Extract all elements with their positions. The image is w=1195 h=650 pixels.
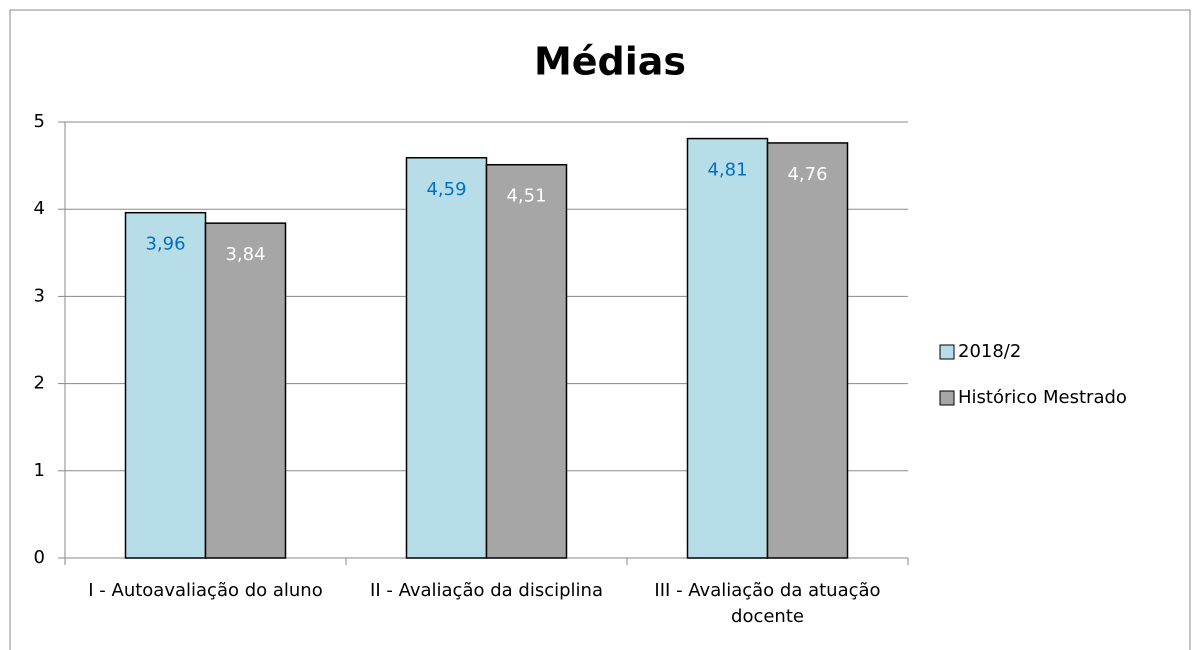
chart-title: Médias <box>534 40 686 84</box>
bar <box>766 142 849 559</box>
legend-label: Histórico Mestrado <box>958 387 1127 408</box>
y-tick-label: 2 <box>34 373 45 394</box>
y-tick-label: 5 <box>34 111 45 132</box>
bar <box>485 163 568 559</box>
chart-frame <box>9 9 1191 650</box>
bar <box>124 211 207 559</box>
bar <box>686 137 769 559</box>
y-tick-label: 4 <box>34 198 45 219</box>
legend-label: 2018/2 <box>958 341 1021 362</box>
legend-swatch <box>939 344 955 360</box>
legend-swatch <box>939 390 955 406</box>
x-tick-label: II - Avaliação da disciplina <box>370 580 603 601</box>
data-label: 3,96 <box>145 234 185 255</box>
data-label: 4,51 <box>506 186 546 207</box>
y-tick-label: 3 <box>34 285 45 306</box>
bar <box>204 222 287 559</box>
x-tick-label: I - Autoavaliação do aluno <box>88 580 323 601</box>
data-label: 4,81 <box>707 160 747 181</box>
x-tick-label: III - Avaliação da atuação docente <box>654 580 881 627</box>
data-label: 3,84 <box>225 244 265 265</box>
data-label: 4,76 <box>787 164 827 185</box>
bar <box>405 157 488 559</box>
data-label: 4,59 <box>426 179 466 200</box>
y-tick-label: 1 <box>34 460 45 481</box>
y-tick-label: 0 <box>34 547 45 568</box>
